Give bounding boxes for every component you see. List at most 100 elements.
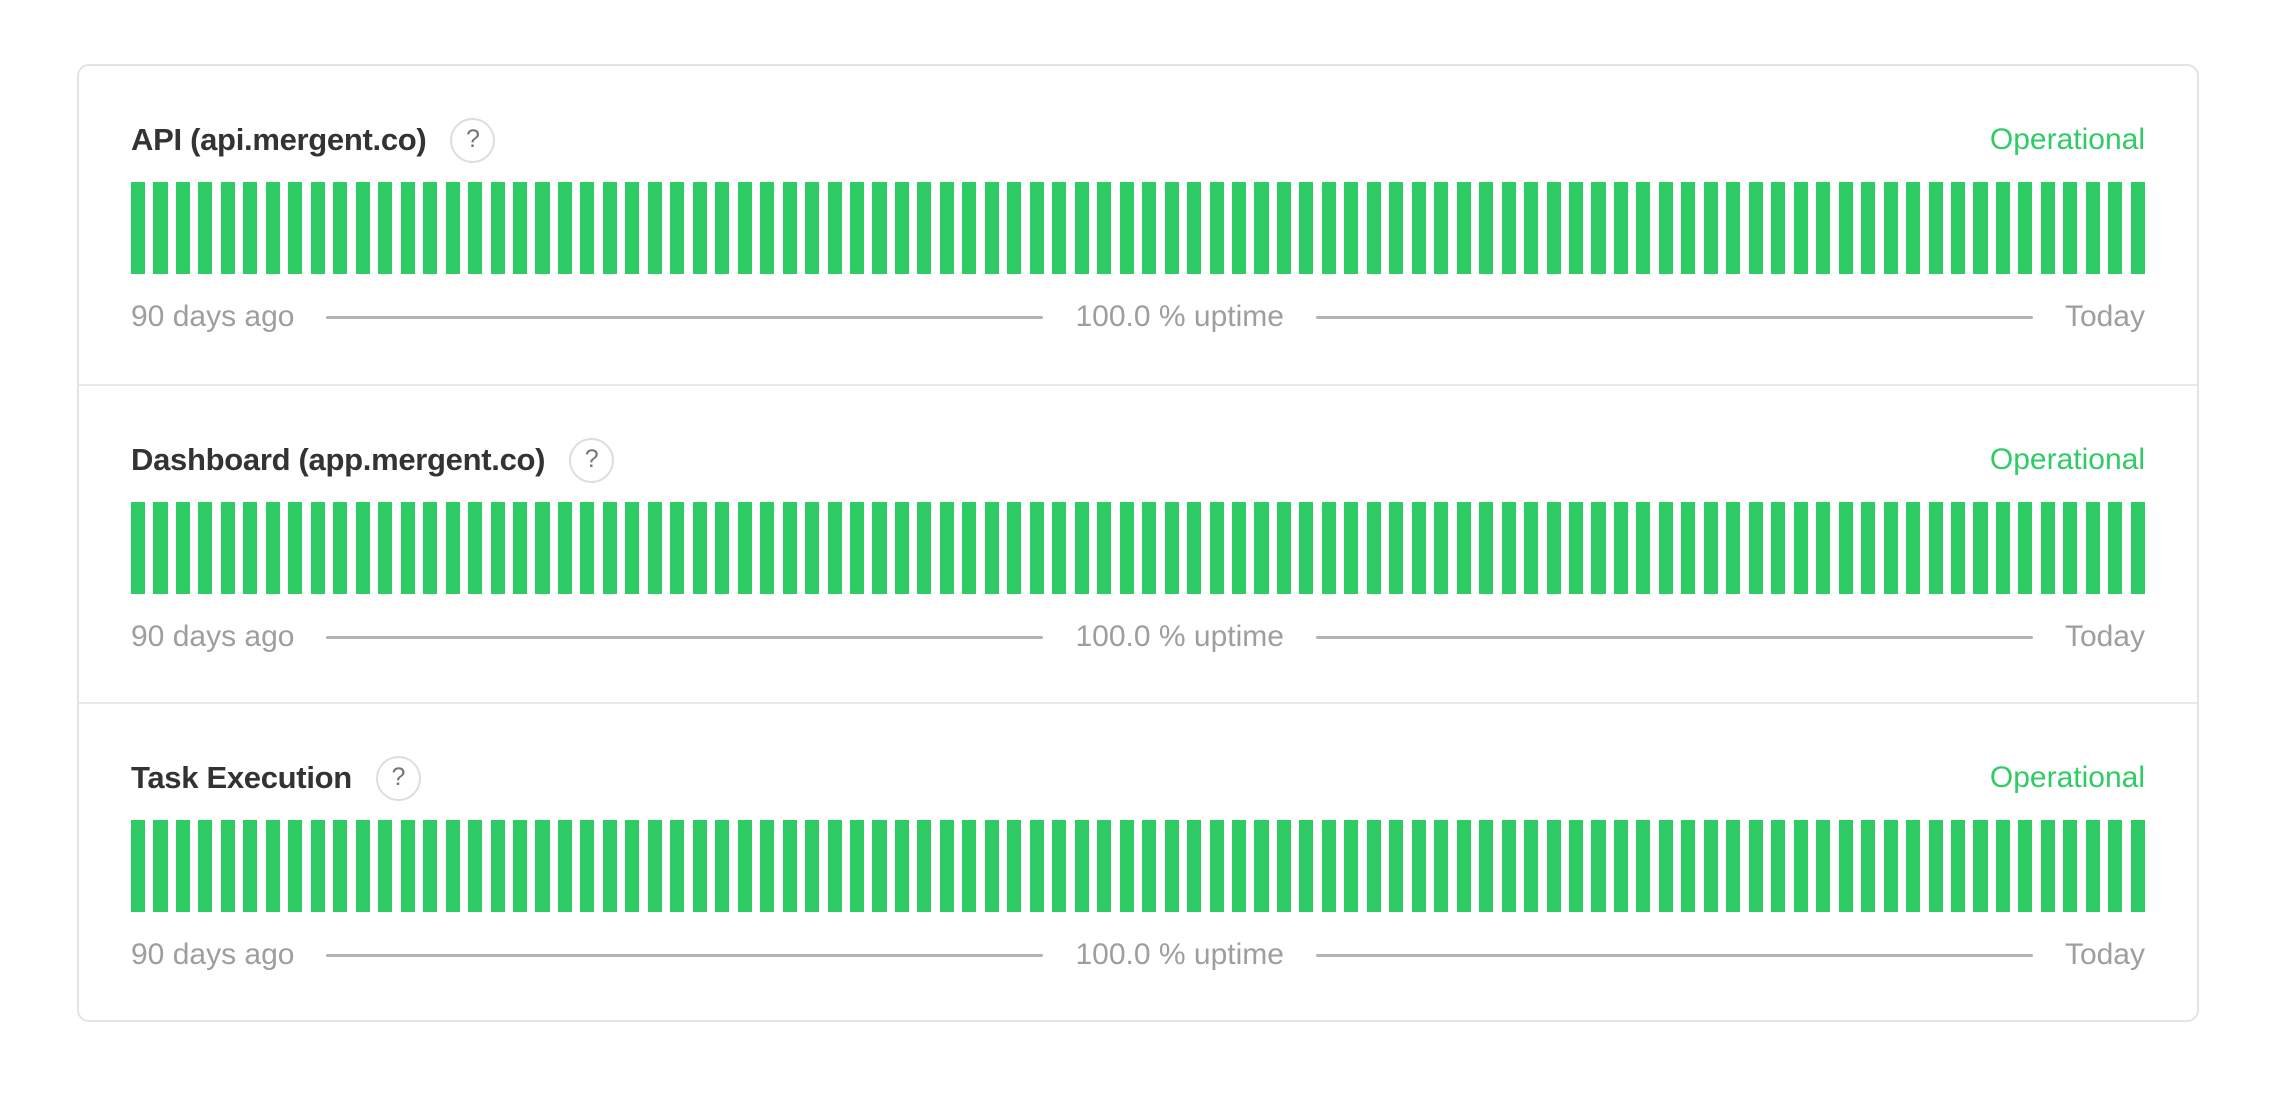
uptime-bar[interactable] xyxy=(355,820,370,912)
uptime-bar[interactable] xyxy=(1366,502,1381,594)
help-icon[interactable]: ? xyxy=(450,117,496,163)
uptime-bar[interactable] xyxy=(939,820,954,912)
uptime-bar[interactable] xyxy=(894,820,910,912)
uptime-bar[interactable] xyxy=(1299,820,1314,912)
uptime-bar[interactable] xyxy=(1276,182,1291,274)
uptime-bar[interactable] xyxy=(715,502,730,594)
uptime-bar[interactable] xyxy=(2040,182,2055,274)
uptime-bar[interactable] xyxy=(580,502,595,594)
uptime-bar[interactable] xyxy=(1569,502,1584,594)
uptime-bar[interactable] xyxy=(1546,820,1561,912)
uptime-bar[interactable] xyxy=(1254,502,1269,594)
uptime-bar[interactable] xyxy=(2018,182,2033,274)
uptime-bar[interactable] xyxy=(1164,502,1179,594)
uptime-bar[interactable] xyxy=(1726,820,1741,912)
uptime-bar[interactable] xyxy=(1681,820,1696,912)
uptime-bar[interactable] xyxy=(1321,820,1336,912)
uptime-bar[interactable] xyxy=(1456,502,1471,594)
uptime-bar[interactable] xyxy=(243,182,258,274)
uptime-bar[interactable] xyxy=(1052,502,1067,594)
uptime-bar[interactable] xyxy=(737,182,752,274)
uptime-bar[interactable] xyxy=(557,502,572,594)
uptime-bar[interactable] xyxy=(1007,820,1022,912)
uptime-bar[interactable] xyxy=(1838,502,1853,594)
uptime-bar[interactable] xyxy=(580,182,595,274)
uptime-bar[interactable] xyxy=(1187,182,1202,274)
uptime-bar[interactable] xyxy=(1411,820,1426,912)
uptime-bar[interactable] xyxy=(220,502,235,594)
uptime-bar[interactable] xyxy=(468,502,483,594)
uptime-bar[interactable] xyxy=(1613,502,1629,594)
uptime-bar[interactable] xyxy=(288,820,303,912)
uptime-bar[interactable] xyxy=(1164,182,1179,274)
uptime-bar[interactable] xyxy=(220,820,235,912)
uptime-bar[interactable] xyxy=(378,820,393,912)
uptime-bar[interactable] xyxy=(1299,502,1314,594)
uptime-bar[interactable] xyxy=(243,502,258,594)
uptime-bar[interactable] xyxy=(1658,182,1673,274)
uptime-bar[interactable] xyxy=(131,820,146,912)
uptime-bar[interactable] xyxy=(1299,182,1314,274)
uptime-bar[interactable] xyxy=(1119,502,1134,594)
uptime-bar[interactable] xyxy=(984,182,999,274)
uptime-bar[interactable] xyxy=(872,502,887,594)
uptime-bar[interactable] xyxy=(1546,182,1561,274)
uptime-bar[interactable] xyxy=(984,502,999,594)
uptime-bar[interactable] xyxy=(1569,820,1584,912)
uptime-bar[interactable] xyxy=(333,820,348,912)
uptime-bar[interactable] xyxy=(715,182,730,274)
uptime-bar[interactable] xyxy=(1838,820,1853,912)
uptime-bar[interactable] xyxy=(1995,820,2010,912)
uptime-bar[interactable] xyxy=(1524,820,1539,912)
uptime-bar[interactable] xyxy=(1411,182,1426,274)
uptime-bar[interactable] xyxy=(1231,820,1247,912)
uptime-bar[interactable] xyxy=(1052,182,1067,274)
uptime-bar[interactable] xyxy=(355,502,370,594)
uptime-bar[interactable] xyxy=(2108,182,2123,274)
uptime-bar[interactable] xyxy=(692,502,707,594)
uptime-bar[interactable] xyxy=(1007,502,1022,594)
uptime-bar[interactable] xyxy=(1793,182,1808,274)
uptime-bar[interactable] xyxy=(131,182,146,274)
uptime-bar[interactable] xyxy=(2130,820,2145,912)
uptime-bar[interactable] xyxy=(1703,820,1718,912)
uptime-bar[interactable] xyxy=(1097,502,1112,594)
uptime-bar[interactable] xyxy=(1838,182,1853,274)
uptime-bar[interactable] xyxy=(1097,820,1112,912)
uptime-bar[interactable] xyxy=(1187,820,1202,912)
uptime-bar[interactable] xyxy=(490,502,505,594)
uptime-bar[interactable] xyxy=(647,182,662,274)
uptime-bar[interactable] xyxy=(2130,182,2145,274)
uptime-bar[interactable] xyxy=(1209,182,1224,274)
uptime-bar[interactable] xyxy=(1501,820,1516,912)
uptime-bar[interactable] xyxy=(737,502,752,594)
uptime-bar[interactable] xyxy=(265,820,280,912)
uptime-bar[interactable] xyxy=(468,820,483,912)
uptime-bar[interactable] xyxy=(1681,182,1696,274)
uptime-bar[interactable] xyxy=(939,182,954,274)
uptime-bar[interactable] xyxy=(1119,182,1134,274)
uptime-bar[interactable] xyxy=(2108,820,2123,912)
uptime-bar[interactable] xyxy=(1254,820,1269,912)
uptime-bar[interactable] xyxy=(1591,820,1606,912)
uptime-bar[interactable] xyxy=(220,182,235,274)
uptime-bar[interactable] xyxy=(175,502,191,594)
uptime-bar[interactable] xyxy=(1344,820,1359,912)
uptime-bar[interactable] xyxy=(1366,182,1381,274)
uptime-bar[interactable] xyxy=(805,820,820,912)
uptime-bar[interactable] xyxy=(1771,502,1786,594)
uptime-bar[interactable] xyxy=(782,502,797,594)
uptime-bar[interactable] xyxy=(1973,182,1988,274)
uptime-bar[interactable] xyxy=(805,182,820,274)
uptime-bar[interactable] xyxy=(737,820,752,912)
uptime-bar[interactable] xyxy=(1569,182,1584,274)
uptime-bar[interactable] xyxy=(1434,502,1449,594)
uptime-bar[interactable] xyxy=(400,502,415,594)
uptime-bar[interactable] xyxy=(1142,820,1157,912)
uptime-bar[interactable] xyxy=(378,502,393,594)
uptime-bar[interactable] xyxy=(2063,502,2078,594)
uptime-bar[interactable] xyxy=(423,820,438,912)
uptime-bar[interactable] xyxy=(131,502,146,594)
uptime-bar[interactable] xyxy=(1906,502,1921,594)
uptime-bar[interactable] xyxy=(175,182,191,274)
